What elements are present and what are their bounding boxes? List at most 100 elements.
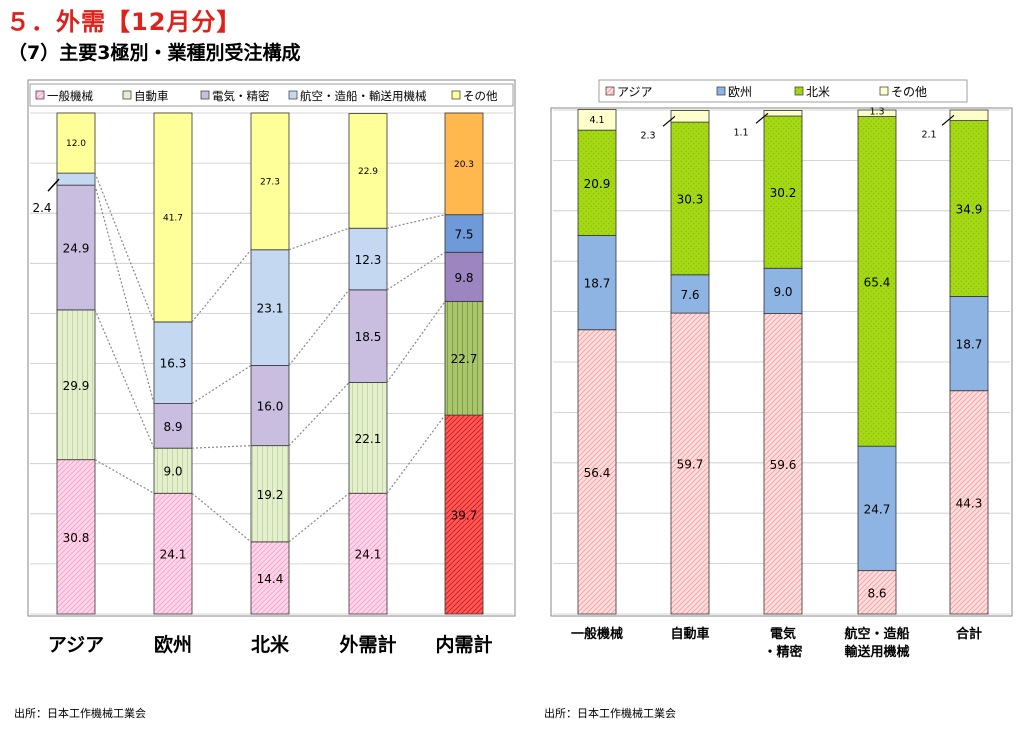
data-label: 34.9 <box>956 203 983 217</box>
bar-segment <box>153 321 193 404</box>
data-label: 24.1 <box>355 548 382 562</box>
legend-swatch <box>200 90 210 100</box>
data-label: 59.6 <box>770 458 797 472</box>
connector-line <box>386 214 446 229</box>
tick-label: 電気 <box>770 626 796 642</box>
data-label: 23.1 <box>257 302 284 316</box>
bar-segment <box>250 112 290 251</box>
bar-segment <box>250 445 290 543</box>
bar-segment <box>348 289 388 383</box>
bar-segment <box>56 309 96 461</box>
data-label: 44.3 <box>956 496 983 510</box>
data-label: 2.4 <box>32 201 51 215</box>
data-label: 22.7 <box>451 352 478 366</box>
data-label: 7.5 <box>454 227 473 241</box>
data-label: 65.4 <box>864 275 891 289</box>
bar-segment <box>250 541 290 615</box>
bar-segment <box>444 251 484 302</box>
page-title: ５．外需【12月分】 <box>6 8 242 36</box>
bar-segment <box>857 445 897 572</box>
legend-swatch <box>288 90 298 100</box>
legend-label: その他 <box>463 89 498 103</box>
bar-segment <box>857 116 897 447</box>
data-label: 1.1 <box>733 127 748 138</box>
tick-label: 北米 <box>251 633 290 656</box>
bar-segment <box>250 365 290 447</box>
bar-segment <box>56 459 96 615</box>
data-label: 2.3 <box>640 130 655 141</box>
data-label: 14.4 <box>257 572 284 586</box>
bar-segment <box>949 109 989 121</box>
data-label: 12.3 <box>355 253 382 267</box>
page-subtitle: （7）主要3極別・業種別受注構成 <box>8 42 301 64</box>
tick-label: 航空・造船 <box>844 626 909 642</box>
tick-label: 一般機械 <box>571 626 623 642</box>
bar-segment <box>670 121 710 276</box>
bar-segment <box>763 267 803 315</box>
bar-segment <box>348 382 388 494</box>
data-label: 8.9 <box>163 420 182 434</box>
data-label: 39.7 <box>451 509 478 523</box>
data-label: 1.3 <box>869 106 884 117</box>
data-label: 29.9 <box>63 379 90 393</box>
data-label: 2.1 <box>921 129 936 140</box>
source-note-right: 出所：日本工作機械工業会 <box>544 707 676 720</box>
callout-line <box>662 115 676 127</box>
legend-box <box>598 79 968 103</box>
bar-segment <box>153 112 193 323</box>
data-label: 12.0 <box>66 139 86 149</box>
bar-segment <box>949 120 989 297</box>
bar-segment <box>56 112 96 174</box>
legend-label: 電気・精密 <box>212 89 270 103</box>
connector-line <box>288 382 350 447</box>
bar-segment <box>763 115 803 269</box>
data-label: 20.3 <box>454 160 474 170</box>
bar-segment <box>763 313 803 615</box>
bar-segment <box>153 447 193 494</box>
connector-line <box>386 301 446 383</box>
data-label: 30.8 <box>63 531 90 545</box>
bar-segment <box>348 113 388 229</box>
bar-segment <box>577 235 617 331</box>
legend-swatch <box>451 90 461 100</box>
data-label: 56.4 <box>584 466 611 480</box>
data-label: 24.9 <box>63 242 90 256</box>
data-label: 19.2 <box>257 488 284 502</box>
data-label: 27.3 <box>260 177 280 187</box>
left-plot-frame <box>27 79 516 617</box>
legend-swatch <box>716 86 726 96</box>
connector-line <box>94 184 155 404</box>
tick-label: 輸送用機械 <box>844 644 909 660</box>
legend-label: 自動車 <box>134 89 169 103</box>
bar-segment <box>577 109 617 131</box>
connector-line <box>191 492 252 543</box>
connector-line <box>94 459 155 494</box>
tick-label: ・精密 <box>763 644 802 660</box>
legend-swatch <box>122 90 132 100</box>
bar-segment <box>577 129 617 236</box>
bar-segment <box>670 312 710 615</box>
connector-line <box>288 492 350 543</box>
bar-segment <box>670 110 710 123</box>
tick-label: 欧州 <box>154 633 192 656</box>
bar-segment <box>56 184 96 311</box>
legend-label: 一般機械 <box>47 89 93 103</box>
data-label: 16.0 <box>257 400 284 414</box>
connector-line <box>386 251 446 291</box>
legend-label: アジア <box>617 85 653 99</box>
data-label: 18.5 <box>355 330 382 344</box>
right-plot-frame <box>550 107 1013 617</box>
connector-line <box>94 172 155 323</box>
legend-label: 航空・造船・輸送用機械 <box>300 89 427 103</box>
tick-label: 内需計 <box>435 633 492 656</box>
data-label: 9.0 <box>773 285 792 299</box>
data-label: 4.1 <box>589 115 604 126</box>
industry-composition-chart: 30.8 29.9 24.9 12.0 アジア 24.1 9.0 8.9 16.3 41.7 欧州 1… <box>27 79 516 656</box>
callout-line <box>755 112 769 124</box>
source-note-left: 出所：日本工作機械工業会 <box>14 707 146 720</box>
bar-segment <box>670 274 710 314</box>
connector-line <box>191 249 252 323</box>
data-label: 30.2 <box>770 186 797 200</box>
data-label: 59.7 <box>677 458 704 472</box>
legend-swatch <box>35 90 45 100</box>
